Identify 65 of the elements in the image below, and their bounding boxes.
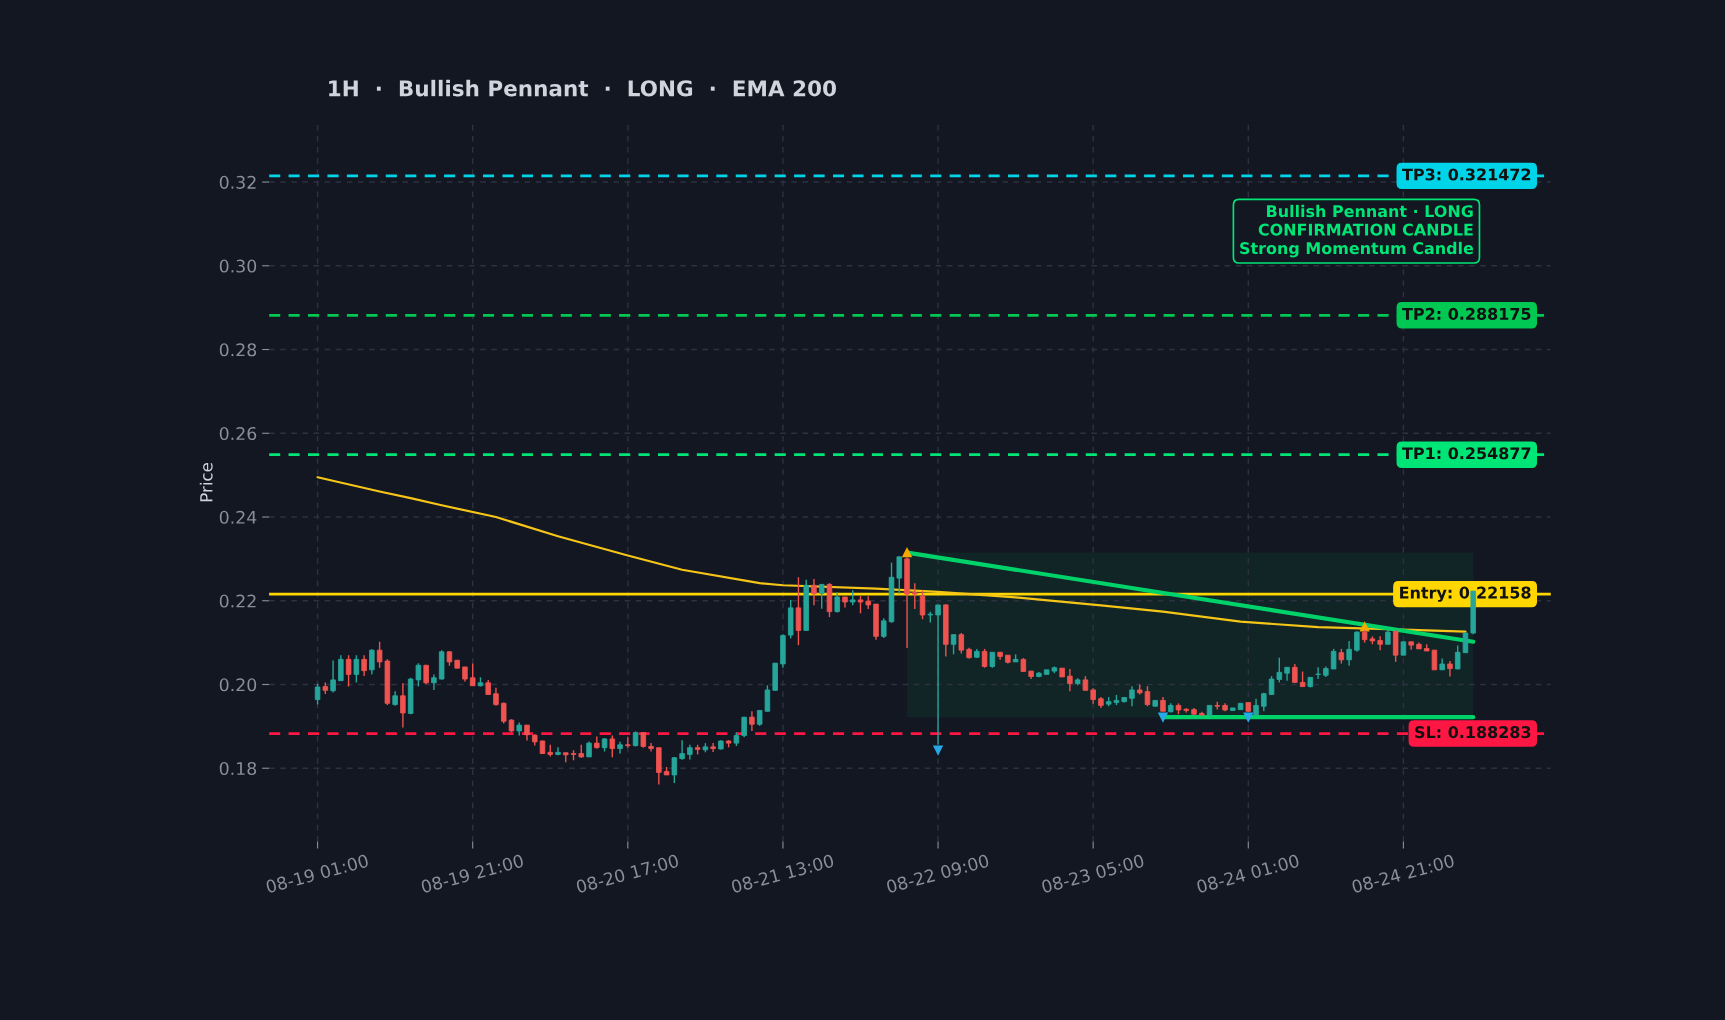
candlestick: [423, 664, 429, 685]
candlestick: [896, 556, 903, 595]
y-tick-label: 0.32: [219, 175, 256, 189]
y-tick-label: 0.20: [219, 678, 257, 692]
candlestick: [400, 682, 406, 729]
candlestick: [919, 590, 926, 620]
y-axis-title: Price: [199, 463, 213, 502]
candlestick: [1315, 666, 1321, 680]
candlestick: [330, 659, 336, 694]
candlestick: [469, 662, 476, 687]
candlestick: [912, 582, 918, 610]
x-tick-label: 08-19 21:00: [420, 853, 525, 894]
candlestick: [345, 654, 352, 688]
candlestick: [1346, 640, 1352, 667]
ref-line-label: SL: 0.188283: [1415, 726, 1531, 739]
x-tick-label: 08-20 17:00: [575, 853, 680, 894]
candlestick: [314, 682, 321, 706]
candlestick: [353, 654, 360, 684]
candlestick: [1129, 685, 1135, 707]
y-tick-label: 0.26: [219, 426, 257, 441]
candlestick: [369, 648, 375, 676]
x-tick-label: 08-22 09:00: [885, 853, 990, 894]
chart-title: 1H · Bullish Pennant · LONG · EMA 200: [329, 79, 836, 97]
candlestick: [881, 617, 887, 639]
candlestick: [493, 687, 499, 707]
candlestick: [1377, 635, 1383, 651]
candlestick: [935, 604, 941, 746]
candlestick: [811, 578, 817, 607]
ref-line-label: Entry: 0.22158: [1400, 586, 1531, 602]
candlestick: [1447, 660, 1453, 678]
annotation: Bullish Pennant · LONG CONFIRMATION CANDLE Strong Momentum Candle: [1240, 204, 1474, 258]
x-tick-label: 08-21 13:00: [730, 853, 835, 894]
candlestick: [555, 746, 561, 756]
x-tick-label: 08-24 01:00: [1196, 853, 1300, 894]
candlestick: [625, 736, 631, 749]
candlestick: [1292, 663, 1298, 684]
candlestick: [818, 583, 825, 610]
candlestick: [950, 633, 957, 656]
candlestick: [741, 716, 747, 738]
candlestick: [1354, 630, 1360, 653]
ref-line-label: TP3: 0.321472: [1402, 168, 1531, 181]
candlestick: [981, 648, 988, 669]
candlestick: [1067, 668, 1073, 692]
x-tick-label: 08-19 01:00: [265, 853, 369, 894]
candlestick: [710, 742, 716, 753]
candlestick: [609, 734, 616, 759]
candlestick: [431, 673, 437, 691]
x-tick-label: 08-23 05:00: [1040, 853, 1145, 894]
y-tick-label: 0.22: [219, 594, 256, 608]
candlestick: [361, 654, 367, 677]
x-tick-label: 08-24 21:00: [1351, 853, 1455, 894]
candlestick: [338, 654, 344, 682]
candlestick: [671, 756, 678, 784]
ref-line-label: TP2: 0.288175: [1402, 307, 1531, 320]
candlestick: [679, 739, 685, 761]
candlestick: [795, 576, 802, 646]
candlestick: [1330, 648, 1337, 670]
candlestick: [1392, 628, 1399, 663]
y-tick-label: 0.30: [219, 259, 257, 273]
y-tick-label: 0.18: [219, 761, 257, 776]
y-tick-label: 0.24: [219, 510, 257, 524]
ref-line-label: TP1: 0.254877: [1402, 447, 1531, 460]
y-tick-label: 0.28: [219, 343, 257, 357]
candlestick: [958, 632, 965, 655]
candlestick: [749, 710, 755, 732]
